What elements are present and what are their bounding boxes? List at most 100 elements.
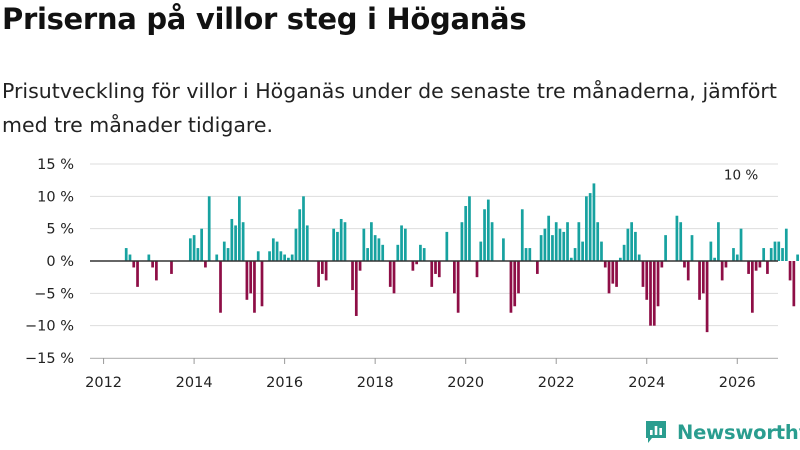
bar	[192, 235, 196, 261]
bar	[713, 257, 716, 261]
bar	[603, 261, 607, 268]
bar	[724, 261, 728, 268]
bar	[392, 261, 396, 294]
chart-title: Priserna på villor steg i Höganäs	[2, 2, 527, 36]
bar	[596, 222, 600, 261]
bar	[396, 244, 400, 261]
x-tick-label: 2026	[719, 375, 756, 391]
bar	[460, 222, 464, 261]
bar	[445, 231, 449, 261]
bar	[403, 228, 407, 261]
bar	[215, 254, 219, 261]
bar	[717, 222, 720, 261]
bar	[279, 251, 283, 261]
bar	[271, 238, 275, 261]
x-tick-label: 2024	[628, 375, 665, 391]
bar	[464, 206, 468, 261]
bar	[769, 248, 773, 261]
bar	[701, 261, 705, 294]
bar	[453, 261, 456, 294]
x-tick-label: 2018	[357, 375, 394, 391]
bar	[758, 261, 762, 268]
bar	[336, 231, 339, 261]
bar	[634, 231, 637, 261]
bar	[207, 196, 211, 261]
bar	[709, 241, 713, 261]
bar	[784, 228, 788, 261]
bar	[735, 254, 739, 261]
bar	[230, 218, 234, 261]
bar	[543, 228, 547, 261]
bar	[698, 261, 701, 300]
bar	[502, 238, 505, 261]
bar	[373, 235, 377, 261]
bar	[419, 244, 422, 261]
x-tick-label: 2022	[538, 375, 575, 391]
bar	[630, 222, 634, 261]
bar	[664, 235, 667, 261]
bar	[377, 238, 381, 261]
bar	[188, 238, 192, 261]
y-tick-label: 10 %	[37, 189, 74, 205]
bar	[434, 261, 437, 274]
bar	[747, 261, 750, 274]
bar-chart: 15 %10 %5 %0 %−5 %−10 %−15 % 2012 2014 201…	[25, 157, 799, 391]
bar	[773, 241, 777, 261]
bar	[486, 199, 490, 261]
bar	[283, 254, 286, 261]
y-tick-label: −10 %	[25, 319, 74, 335]
bar	[573, 248, 577, 261]
y-tick-label: 5 %	[46, 222, 74, 238]
bar	[513, 261, 517, 307]
bar	[234, 225, 237, 261]
bar	[320, 261, 324, 274]
x-tick-label: 2020	[447, 375, 484, 391]
bar	[324, 261, 328, 281]
bar	[762, 248, 766, 261]
bar	[317, 261, 320, 287]
bar	[656, 261, 660, 307]
bar	[475, 261, 479, 278]
bar	[520, 209, 524, 261]
bar	[622, 244, 626, 261]
bar	[332, 228, 336, 261]
bar	[750, 261, 754, 313]
bar	[562, 231, 566, 261]
bar	[260, 261, 264, 307]
bar	[437, 261, 441, 278]
bar	[600, 241, 603, 261]
bar	[566, 222, 569, 261]
bar	[275, 241, 279, 261]
bar	[479, 241, 483, 261]
bar	[388, 261, 392, 287]
bar	[539, 235, 543, 261]
y-axis-labels: 15 % 10 % 5 % 0 % −5 % −10 % −15 %	[25, 157, 74, 367]
newsworthy-logo: Newsworthy	[644, 419, 800, 445]
bar	[226, 248, 230, 261]
y-tick-label: −15 %	[25, 351, 74, 367]
x-tick-label: 2012	[85, 375, 122, 391]
bar	[362, 228, 366, 261]
y-tick-label: 15 %	[37, 157, 74, 173]
bar	[222, 241, 226, 261]
y-tick-label: −5 %	[34, 286, 74, 302]
bar	[490, 222, 494, 261]
bar	[517, 261, 520, 294]
bar	[558, 228, 562, 261]
bar	[528, 248, 532, 261]
x-tick-label: 2014	[176, 375, 213, 391]
bar	[588, 193, 592, 261]
bar	[705, 261, 709, 333]
bar	[581, 241, 584, 261]
bar	[679, 222, 683, 261]
bar	[155, 261, 158, 281]
bar	[547, 215, 551, 261]
x-tick-label: 2016	[266, 375, 303, 391]
bar	[551, 235, 554, 261]
bar	[287, 257, 290, 261]
bar	[290, 254, 294, 261]
bar	[305, 225, 309, 261]
bar	[400, 225, 403, 261]
bar	[792, 261, 796, 307]
bar	[132, 261, 136, 268]
